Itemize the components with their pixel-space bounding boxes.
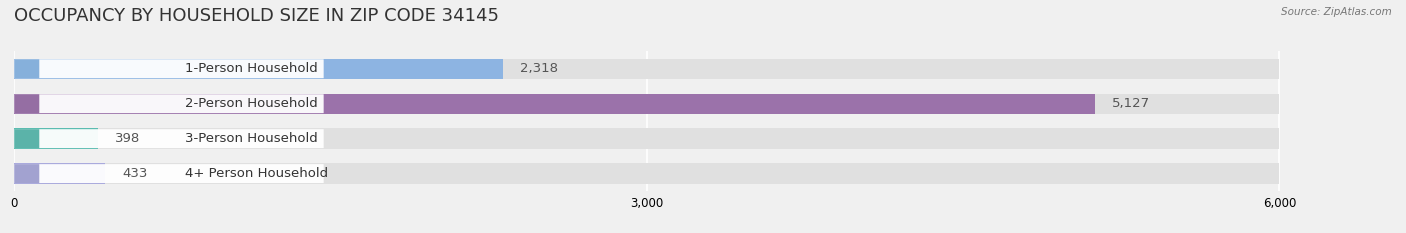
FancyBboxPatch shape <box>14 129 39 148</box>
Text: 2-Person Household: 2-Person Household <box>184 97 318 110</box>
FancyBboxPatch shape <box>14 164 39 183</box>
FancyBboxPatch shape <box>14 94 39 113</box>
Text: Source: ZipAtlas.com: Source: ZipAtlas.com <box>1281 7 1392 17</box>
Text: 433: 433 <box>122 167 148 180</box>
Bar <box>14 129 98 149</box>
Text: 398: 398 <box>115 132 141 145</box>
FancyBboxPatch shape <box>14 59 39 78</box>
FancyBboxPatch shape <box>14 59 323 78</box>
Text: 1-Person Household: 1-Person Household <box>184 62 318 75</box>
Bar <box>14 93 1095 114</box>
FancyBboxPatch shape <box>14 129 323 148</box>
Text: 2,318: 2,318 <box>520 62 558 75</box>
Text: OCCUPANCY BY HOUSEHOLD SIZE IN ZIP CODE 34145: OCCUPANCY BY HOUSEHOLD SIZE IN ZIP CODE … <box>14 7 499 25</box>
Bar <box>14 59 1279 79</box>
Bar <box>14 164 105 184</box>
Text: 3-Person Household: 3-Person Household <box>184 132 318 145</box>
Bar <box>14 129 1279 149</box>
Bar <box>14 59 503 79</box>
Text: 4+ Person Household: 4+ Person Household <box>184 167 328 180</box>
Bar <box>14 93 1279 114</box>
Text: 5,127: 5,127 <box>1112 97 1150 110</box>
Bar <box>14 164 1279 184</box>
FancyBboxPatch shape <box>14 164 323 183</box>
FancyBboxPatch shape <box>14 94 323 113</box>
